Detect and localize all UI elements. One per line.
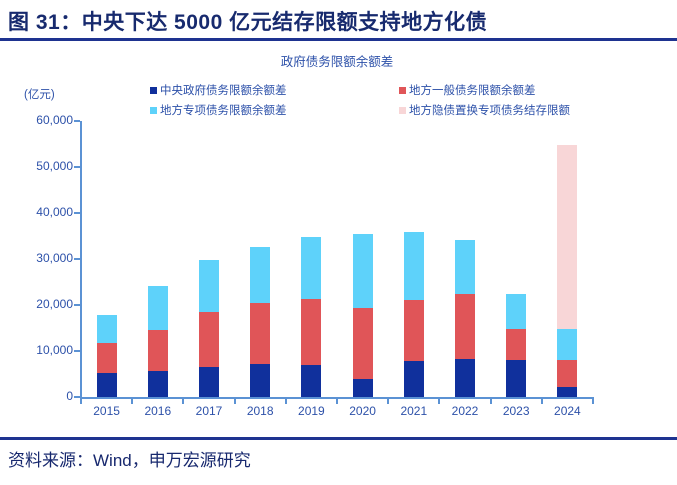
x-axis-tick: [336, 399, 338, 404]
bar-segment-series1-2018: [250, 363, 271, 397]
bar-segment-series3-2017: [199, 260, 219, 313]
bar-segment-series2-2022: [455, 294, 475, 360]
y-axis-label: 30,000: [36, 251, 73, 265]
bar-segment-series1-2016: [147, 370, 168, 397]
bar-segment-series1-2022: [455, 359, 475, 397]
bar-segment-series1-2023: [506, 359, 527, 397]
x-axis-tick: [489, 399, 492, 404]
bar-segment-series3-2018: [250, 247, 271, 304]
y-axis-tick: [74, 120, 80, 122]
y-axis-label: 50,000: [36, 159, 73, 173]
x-axis-line: [80, 397, 594, 399]
x-axis-tick: [131, 399, 134, 404]
bar-segment-series1-2024: [557, 386, 578, 397]
bar-segment-series4-2024: [557, 144, 578, 330]
bar-segment-series2-2020: [352, 308, 373, 379]
source-note: 资料来源：Wind，申万宏源研究: [8, 451, 251, 470]
x-axis-label: 2020: [349, 404, 376, 418]
chart-title: 政府债务限额余额差: [280, 55, 394, 69]
bar-segment-series1-2020: [352, 378, 373, 397]
x-axis-tick: [438, 399, 441, 404]
y-axis-tick: [74, 350, 80, 352]
title-divider: [0, 38, 677, 41]
y-axis-tick: [74, 166, 80, 168]
bar-segment-series3-2015: [96, 315, 117, 344]
legend-item-3: 地方专项债务限额余额差: [150, 103, 287, 117]
figure-title: 图 31：中央下达 5000 亿元结存限额支持地方化债: [8, 11, 488, 34]
y-axis-tick: [74, 396, 80, 398]
x-axis-tick: [80, 399, 82, 404]
x-axis-tick: [540, 399, 543, 404]
x-axis-label: 2019: [298, 404, 325, 418]
bar-segment-series2-2017: [199, 312, 219, 368]
x-axis-tick: [387, 399, 390, 404]
y-axis-unit-label: (亿元): [24, 89, 55, 101]
bar-segment-series2-2021: [403, 300, 424, 362]
legend-swatch-icon: [150, 86, 157, 94]
y-axis-tick: [74, 212, 80, 214]
y-axis-label: 10,000: [36, 343, 73, 357]
bar-segment-series1-2015: [96, 373, 117, 397]
bar-segment-series2-2018: [250, 303, 271, 364]
bar-segment-series3-2024: [557, 329, 578, 361]
bar-segment-series2-2016: [147, 330, 168, 371]
bar-segment-series3-2020: [352, 234, 373, 309]
footer-divider: [0, 437, 677, 440]
y-axis-label: 0: [66, 389, 73, 403]
x-axis-tick: [233, 399, 236, 404]
legend-label: 地方一般债务限额余额差: [409, 85, 536, 97]
bar-segment-series3-2023: [506, 293, 527, 329]
legend-swatch-icon: [150, 106, 157, 114]
bar-segment-series3-2021: [403, 231, 424, 301]
x-axis-tick: [182, 399, 185, 404]
bar-segment-series3-2022: [455, 239, 475, 294]
bar-segment-series2-2024: [557, 360, 578, 387]
y-axis-line: [80, 121, 82, 402]
bar-segment-series1-2021: [403, 361, 424, 397]
x-axis-label: 2022: [451, 404, 479, 418]
y-axis-tick: [74, 304, 80, 306]
plot-area: 60,000 50,000 40,000 30,000 20,000 10,000 0 201…: [36, 113, 594, 418]
legend-swatch-icon: [399, 106, 406, 114]
y-axis-label: 60,000: [36, 113, 73, 127]
legend-label: 地方专项债务限额余额差: [160, 105, 287, 117]
bar-segment-series1-2017: [199, 367, 219, 397]
bar-segment-series2-2019: [301, 299, 322, 365]
y-axis-label: 40,000: [36, 205, 73, 219]
x-axis-tick: [592, 399, 594, 404]
bar-segment-series3-2016: [147, 286, 168, 331]
legend-item-2: 地方一般债务限额余额差: [399, 83, 536, 97]
x-axis-label: 2021: [400, 404, 428, 418]
y-axis-label: 20,000: [36, 297, 73, 311]
bar-segment-series1-2019: [301, 364, 322, 397]
x-axis-label: 2015: [93, 404, 120, 418]
x-axis-label: 2017: [195, 404, 223, 418]
y-axis-tick: [74, 258, 80, 260]
x-axis-label: 2018: [246, 404, 274, 418]
legend-item-4: 地方隐债置换专项债务结存限额: [399, 103, 570, 117]
bar-segment-series2-2023: [506, 328, 527, 360]
legend-item-1: 中央政府债务限额余额差: [150, 83, 287, 97]
x-axis-label: 2024: [554, 404, 581, 418]
x-axis-label: 2023: [502, 404, 530, 418]
x-axis-label: 2016: [144, 404, 172, 418]
legend-label: 中央政府债务限额余额差: [160, 85, 287, 97]
legend-label: 地方隐债置换专项债务结存限额: [409, 105, 570, 117]
bar-segment-series2-2015: [96, 343, 117, 374]
x-axis-tick: [284, 399, 287, 404]
bar-segment-series3-2019: [301, 236, 322, 299]
legend-swatch-icon: [399, 86, 406, 94]
